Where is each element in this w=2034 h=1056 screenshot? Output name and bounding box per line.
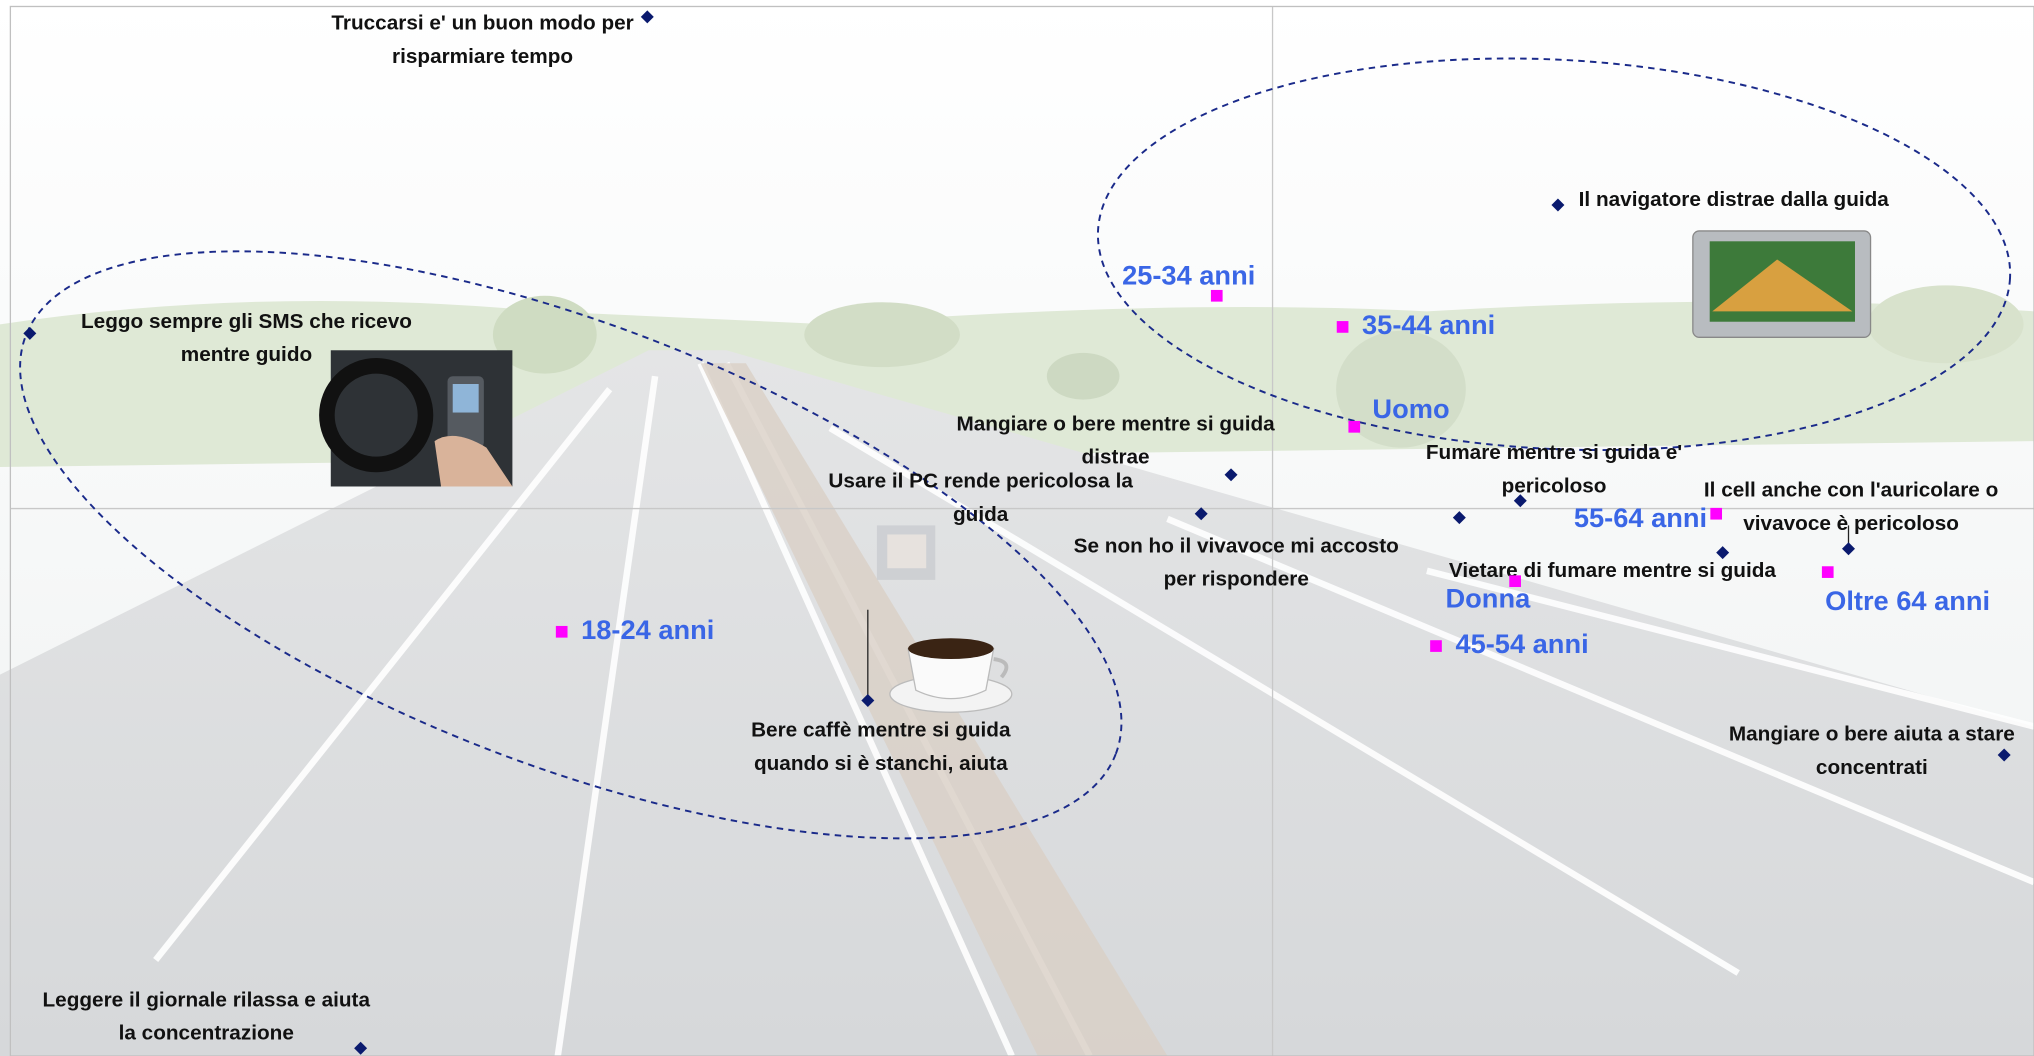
label-line: vivavoce è pericoloso xyxy=(1743,512,1959,535)
statement-label: Il cell anche con l'auricolare o vivavoce… xyxy=(1704,479,1998,535)
label-line: distrae xyxy=(1082,446,1150,469)
label-line: Mangiare o bere mentre si guida xyxy=(956,413,1275,436)
label-line: 35-44 anni xyxy=(1362,309,1495,340)
point xyxy=(1348,420,1361,433)
pc-icon xyxy=(876,525,936,580)
group-label: Oltre 64 anni xyxy=(1825,585,1990,616)
label-line: pericoloso xyxy=(1502,475,1607,498)
label-line: Il navigatore distrae dalla guida xyxy=(1579,189,1890,212)
label-line: Leggere il giornale rilassa e aiuta xyxy=(42,989,370,1012)
statement-label: Mangiare o bere aiuta a stare concentrati xyxy=(1729,723,2015,779)
label-line: 18-24 anni xyxy=(581,614,714,645)
point xyxy=(1716,546,1730,560)
statement-label: Se non ho il vivavoce mi accosto per risp… xyxy=(1074,535,1399,591)
label-line: Fumare mentre si guida e' xyxy=(1426,442,1682,465)
label-line: Uomo xyxy=(1372,393,1449,424)
point xyxy=(354,1041,368,1055)
label-line: guida xyxy=(953,503,1009,526)
statement-label: Usare il PC rende pericolosa la guida xyxy=(828,470,1133,526)
statement-label: Leggo sempre gli SMS che ricevo mentre gu… xyxy=(81,311,412,367)
statement-label: Vietare di fumare mentre si guida xyxy=(1449,560,1777,583)
point xyxy=(1997,748,2011,762)
statement-label: Il navigatore distrae dalla guida xyxy=(1579,189,1890,212)
statement-label: Leggere il giornale rilassa e aiuta la co… xyxy=(42,989,370,1045)
label-line: Leggo sempre gli SMS che ricevo xyxy=(81,311,412,334)
label-line: mentre guido xyxy=(181,344,312,367)
label-line: Il cell anche con l'auricolare o xyxy=(1704,479,1998,502)
point xyxy=(1821,566,1834,578)
statement-label: Truccarsi e' un buon modo per risparmiare… xyxy=(331,12,633,68)
label-line: per rispondere xyxy=(1164,568,1309,591)
label-line: Donna xyxy=(1446,583,1532,614)
group-label: 35-44 anni xyxy=(1362,309,1495,340)
statement-label: Fumare mentre si guida e' pericoloso xyxy=(1426,442,1682,498)
marks: Truccarsi e' un buon modo per risparmiare… xyxy=(23,10,2015,1055)
reference-axes xyxy=(10,6,2034,1056)
point xyxy=(1336,321,1349,333)
statement-label: Bere caffè mentre si guida quando si è st… xyxy=(751,719,1011,775)
point xyxy=(555,625,568,638)
group-label: 45-54 anni xyxy=(1455,628,1588,659)
label-line: 55-64 anni xyxy=(1574,502,1707,533)
group-label: 18-24 anni xyxy=(581,614,714,645)
group-label: Uomo xyxy=(1372,393,1449,424)
label-line: la concentrazione xyxy=(119,1022,294,1045)
point xyxy=(640,10,654,24)
group-label: 25-34 anni xyxy=(1122,260,1255,291)
phone-photo xyxy=(319,350,513,487)
label-line: concentrati xyxy=(1816,756,1928,779)
label-line: Usare il PC rende pericolosa la xyxy=(828,470,1133,493)
label-line: 25-34 anni xyxy=(1122,260,1255,291)
point xyxy=(1430,640,1442,652)
label-line: 45-54 anni xyxy=(1455,628,1588,659)
label-line: Vietare di fumare mentre si guida xyxy=(1449,560,1777,583)
group-label: Donna xyxy=(1446,583,1532,614)
plot-frame xyxy=(9,5,2034,1056)
point xyxy=(1210,289,1223,302)
group-label: 55-64 anni xyxy=(1574,502,1707,533)
label-line: Truccarsi e' un buon modo per xyxy=(331,12,633,35)
point xyxy=(1509,575,1521,588)
point xyxy=(861,694,875,708)
label-line: Oltre 64 anni xyxy=(1825,585,1990,616)
label-line: Se non ho il vivavoce mi accosto xyxy=(1074,535,1399,558)
label-line: Mangiare o bere aiuta a stare xyxy=(1729,723,2015,746)
label-line: risparmiare tempo xyxy=(392,45,573,68)
point xyxy=(1710,507,1723,520)
label-line: quando si è stanchi, aiuta xyxy=(754,752,1008,775)
coffee-photo xyxy=(889,638,1013,713)
label-line: Bere caffè mentre si guida xyxy=(751,719,1011,742)
statement-label: Mangiare o bere mentre si guida distrae xyxy=(956,413,1275,469)
navigator-photo xyxy=(1692,230,1872,338)
point xyxy=(1513,494,1527,508)
